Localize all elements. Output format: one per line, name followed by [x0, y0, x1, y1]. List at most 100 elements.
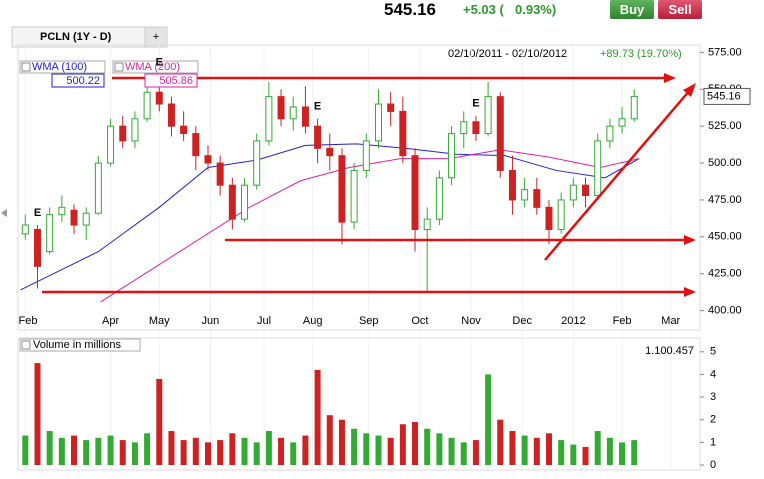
- candle-body: [423, 218, 431, 230]
- volume-bar: [387, 437, 394, 465]
- y-tick-label: 2: [710, 414, 716, 426]
- candle-body: [630, 95, 638, 120]
- volume-bar: [95, 437, 102, 465]
- candle-body: [70, 209, 78, 226]
- volume-bar: [582, 446, 589, 465]
- volume-bar: [168, 431, 175, 465]
- volume-bar: [83, 440, 90, 465]
- volume-bar: [131, 442, 138, 465]
- volume-title: Volume in millions: [33, 339, 122, 351]
- legend-box: [112, 60, 199, 74]
- buy-button[interactable]: Buy: [610, 0, 654, 19]
- y-tick-label: 5: [710, 346, 716, 358]
- volume-bar: [119, 440, 126, 465]
- volume-bar: [156, 378, 163, 465]
- legend-label: WMA (100): [32, 61, 87, 73]
- x-tick-label: Aug: [303, 315, 323, 327]
- legend-value-box: [51, 73, 105, 88]
- y-tick-label: 475.00: [708, 194, 742, 206]
- x-tick-label: 2012: [561, 315, 585, 327]
- volume-bar: [326, 415, 333, 465]
- last-price-label: 545.16: [707, 90, 741, 102]
- x-tick-label: Apr: [102, 315, 119, 327]
- volume-title-box: [19, 338, 141, 352]
- arrow-head: [684, 235, 696, 245]
- x-tick-label: Feb: [613, 315, 632, 327]
- volume-bar: [46, 431, 53, 465]
- wma-line: [20, 143, 640, 291]
- candle-body: [496, 96, 504, 171]
- volume-bar: [180, 440, 187, 465]
- chart: PCLN (1Y - D) + 02/10/2011 - 02/10/2012 …: [1, 26, 751, 471]
- candle-body: [448, 133, 456, 179]
- volume-bar: [34, 363, 41, 465]
- volume-last: 1.100.457: [645, 345, 694, 357]
- candle-body: [289, 106, 297, 120]
- candle-body: [155, 91, 163, 105]
- arrow-head: [664, 73, 676, 83]
- candle-body: [228, 184, 236, 220]
- volume-bar: [424, 428, 431, 465]
- x-tick-label: Oct: [411, 315, 428, 327]
- candle-body: [582, 184, 590, 197]
- tab-add-label[interactable]: +: [153, 31, 159, 43]
- candle-body: [241, 184, 249, 220]
- candle-body: [119, 125, 127, 142]
- volume-bar: [363, 433, 370, 465]
- candle-body: [192, 133, 200, 157]
- volume-bar: [302, 435, 309, 465]
- x-tick-label: Jul: [257, 315, 271, 327]
- candle-body: [362, 140, 370, 171]
- price-frame: [17, 44, 701, 331]
- trend-line: [544, 89, 691, 261]
- candle-body: [618, 118, 626, 127]
- last-price: 545.16: [384, 0, 436, 19]
- volume-bar: [460, 442, 467, 465]
- candle-body: [326, 147, 334, 157]
- y-tick-label: 525.00: [708, 120, 742, 132]
- volume-bar: [399, 424, 406, 465]
- volume-bar: [314, 369, 321, 465]
- y-tick-label: 450.00: [708, 231, 742, 243]
- volume-bar: [436, 433, 443, 465]
- y-tick-label: 0: [710, 459, 716, 471]
- sell-button[interactable]: Sell: [658, 0, 702, 19]
- candle-body: [350, 169, 358, 223]
- event-marker: E: [314, 101, 321, 113]
- candle-body: [216, 162, 224, 186]
- candle-body: [508, 169, 516, 201]
- x-tick-label: Jun: [202, 315, 220, 327]
- candle-body: [253, 140, 261, 186]
- candle-body: [594, 140, 602, 197]
- volume-bar: [71, 435, 78, 465]
- y-tick-label: 575.00: [708, 46, 742, 58]
- candle-body: [606, 125, 614, 142]
- candle-body: [472, 121, 480, 135]
- candle-body: [387, 103, 395, 112]
- volume-bar: [485, 374, 492, 465]
- volume-bar: [533, 437, 540, 465]
- candle-body: [21, 224, 29, 235]
- tab-label[interactable]: PCLN (1Y - D): [40, 31, 112, 43]
- volume-bar: [144, 433, 151, 465]
- candle-body: [521, 189, 529, 201]
- volume-bar: [521, 435, 528, 465]
- volume-bar: [375, 435, 382, 465]
- volume-bar: [204, 442, 211, 465]
- scroll-left[interactable]: [1, 209, 7, 217]
- volume-bar: [217, 440, 224, 465]
- candle-body: [167, 103, 175, 127]
- candle-body: [314, 125, 322, 149]
- legend-value: 500.22: [66, 75, 100, 87]
- legend-close: [21, 62, 31, 72]
- volume-frame: [17, 337, 701, 471]
- candle-body: [265, 96, 273, 142]
- volume-bar: [509, 431, 516, 465]
- candle-body: [143, 91, 151, 120]
- volume-bar: [558, 440, 565, 465]
- volume-bar: [338, 419, 345, 465]
- legend-box: [19, 60, 106, 74]
- volume-bar: [290, 442, 297, 465]
- tab-add[interactable]: [144, 26, 168, 48]
